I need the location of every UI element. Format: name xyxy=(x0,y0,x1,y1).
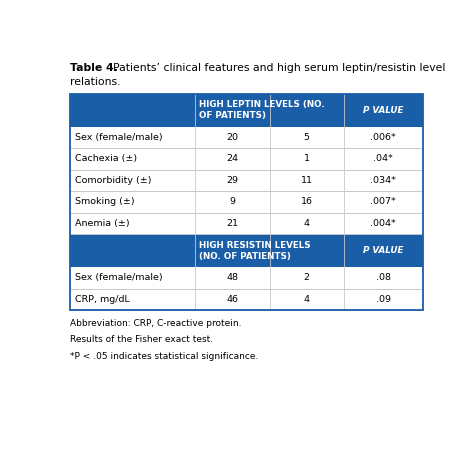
Text: .08: .08 xyxy=(376,273,391,282)
Text: 48: 48 xyxy=(227,273,238,282)
Text: 2: 2 xyxy=(303,273,310,282)
Text: .007*: .007* xyxy=(370,198,396,207)
Text: Sex (female/male): Sex (female/male) xyxy=(75,273,162,282)
Text: .09: .09 xyxy=(376,295,391,304)
Text: Results of the Fisher exact test.: Results of the Fisher exact test. xyxy=(70,335,213,344)
Bar xyxy=(70,127,423,148)
Bar xyxy=(70,94,423,127)
Text: 5: 5 xyxy=(303,133,310,142)
Bar xyxy=(70,191,423,213)
Text: CRP, mg/dL: CRP, mg/dL xyxy=(75,295,129,304)
Text: .034*: .034* xyxy=(370,176,396,185)
Text: 11: 11 xyxy=(301,176,312,185)
Bar xyxy=(70,234,423,267)
Text: 46: 46 xyxy=(227,295,238,304)
Text: P VALUE: P VALUE xyxy=(363,246,403,255)
Text: 20: 20 xyxy=(227,133,238,142)
Text: .004*: .004* xyxy=(370,219,396,228)
Text: Abbreviation: CRP, C-reactive protein.: Abbreviation: CRP, C-reactive protein. xyxy=(70,319,242,328)
Text: .006*: .006* xyxy=(370,133,396,142)
Bar xyxy=(70,213,423,234)
Text: Smoking (±): Smoking (±) xyxy=(75,198,134,207)
Text: Sex (female/male): Sex (female/male) xyxy=(75,133,162,142)
Text: Comorbidity (±): Comorbidity (±) xyxy=(75,176,151,185)
Text: 1: 1 xyxy=(303,154,310,163)
Text: 4: 4 xyxy=(303,219,310,228)
Text: 9: 9 xyxy=(229,198,236,207)
Text: Cachexia (±): Cachexia (±) xyxy=(75,154,137,163)
Bar xyxy=(70,170,423,191)
Text: HIGH LEPTIN LEVELS (NO.
OF PATIENTS): HIGH LEPTIN LEVELS (NO. OF PATIENTS) xyxy=(199,100,325,120)
Bar xyxy=(70,267,423,288)
Text: 29: 29 xyxy=(227,176,238,185)
Text: P VALUE: P VALUE xyxy=(363,106,403,115)
Text: HIGH RESISTIN LEVELS
(NO. OF PATIENTS): HIGH RESISTIN LEVELS (NO. OF PATIENTS) xyxy=(199,241,311,261)
Text: *P < .05 indicates statistical significance.: *P < .05 indicates statistical significa… xyxy=(70,352,259,361)
Text: 4: 4 xyxy=(303,295,310,304)
Text: .04*: .04* xyxy=(374,154,393,163)
Text: relations.: relations. xyxy=(70,76,121,86)
Text: 21: 21 xyxy=(227,219,238,228)
Text: Patients’ clinical features and high serum leptin/resistin level: Patients’ clinical features and high ser… xyxy=(112,63,445,72)
Text: 16: 16 xyxy=(301,198,312,207)
Text: Table 4.: Table 4. xyxy=(70,63,118,72)
Text: 24: 24 xyxy=(227,154,238,163)
Bar xyxy=(70,94,423,310)
Text: Anemia (±): Anemia (±) xyxy=(75,219,129,228)
Bar xyxy=(70,288,423,310)
Bar xyxy=(70,148,423,170)
